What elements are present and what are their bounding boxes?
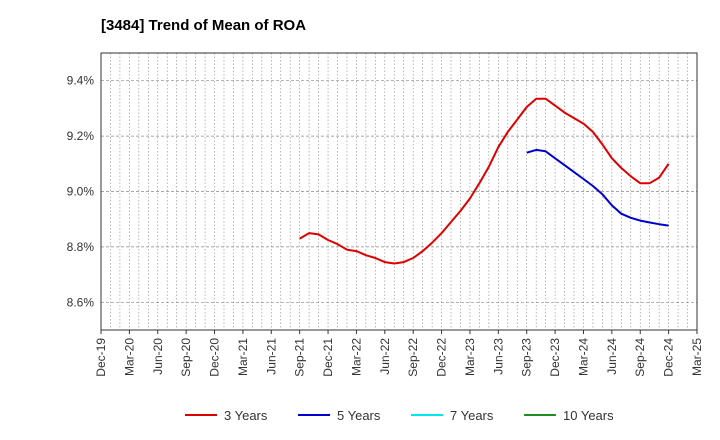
x-tick-label: Dec-23 [548, 338, 562, 377]
x-tick-label: Mar-23 [463, 338, 477, 376]
series-lines [299, 97, 670, 265]
y-axis-ticks: 8.6% 8.8% 9.0% 9.2% 9.4% [67, 74, 95, 310]
x-tick-label: Jun-23 [491, 338, 505, 375]
x-tick-label: Dec-21 [321, 338, 335, 377]
x-tick-label: Jun-20 [151, 338, 165, 375]
x-tick-label: Sep-23 [520, 338, 534, 377]
x-tick-label: Jun-24 [605, 338, 619, 375]
x-tick-label: Sep-22 [406, 338, 420, 377]
x-tick-label: Jun-21 [264, 338, 278, 375]
plot-frame [100, 52, 698, 331]
x-axis-ticks: Dec-19 Mar-20 Jun-20 Sep-20 Dec-20 Mar-21 Jun-… [94, 330, 704, 377]
legend: 3 Years 5 Years 7 Years 10 Years [185, 408, 614, 423]
legend-label-3-years: 3 Years [224, 408, 268, 423]
grid [101, 53, 697, 330]
x-tick-label: Dec-24 [662, 338, 676, 377]
y-tick-label: 9.4% [67, 74, 95, 88]
x-tick-label: Mar-20 [122, 338, 136, 376]
series-line-3-years [299, 97, 670, 265]
y-tick-label: 8.6% [67, 295, 95, 309]
y-tick-label: 9.2% [67, 129, 95, 143]
x-tick-label: Mar-25 [690, 338, 704, 376]
y-tick-label: 8.8% [67, 240, 95, 254]
legend-label-7-years: 7 Years [450, 408, 494, 423]
x-tick-label: Sep-24 [633, 338, 647, 377]
legend-label-5-years: 5 Years [337, 408, 381, 423]
x-tick-label: Dec-20 [208, 338, 222, 377]
x-tick-label: Dec-22 [435, 338, 449, 377]
x-tick-label: Jun-22 [378, 338, 392, 375]
legend-label-10-years: 10 Years [563, 408, 614, 423]
x-tick-label: Mar-21 [236, 338, 250, 376]
x-tick-label: Sep-21 [293, 338, 307, 377]
x-tick-label: Mar-24 [576, 338, 590, 376]
chart-title: [3484] Trend of Mean of ROA [101, 17, 306, 34]
x-tick-label: Mar-22 [349, 338, 363, 376]
y-tick-label: 9.0% [67, 185, 95, 199]
x-tick-label: Sep-20 [179, 338, 193, 377]
series-line-5-years [526, 148, 669, 227]
x-tick-label: Dec-19 [94, 338, 108, 377]
